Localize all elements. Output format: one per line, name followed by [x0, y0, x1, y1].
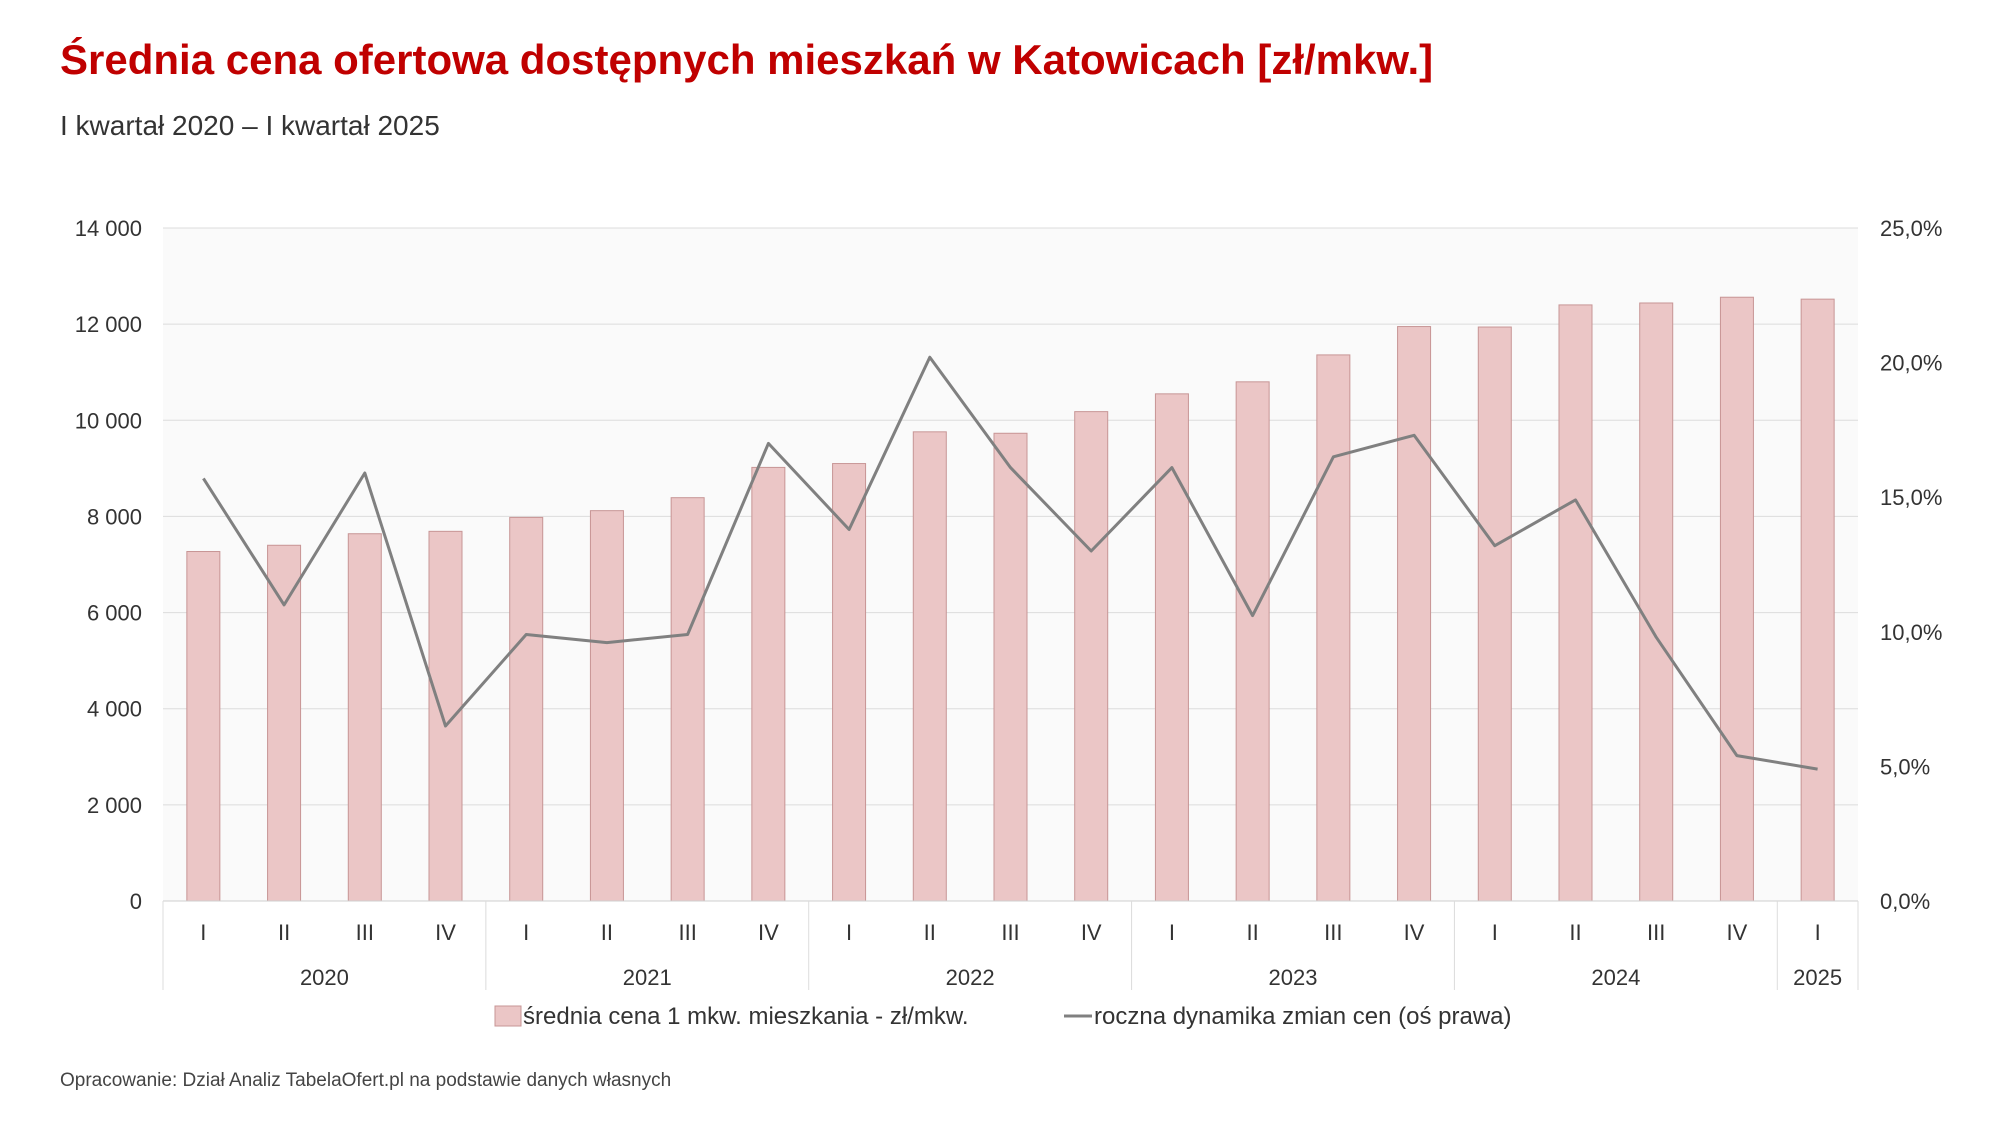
left-axis: 0 2 000 4 000 6 000 8 000 10 000 12 000 14 000	[75, 216, 142, 914]
quarter-label: IV	[1727, 920, 1748, 945]
bar	[1558, 304, 1593, 902]
bar	[347, 533, 382, 902]
bar	[1235, 381, 1270, 902]
quarter-label: II	[601, 920, 613, 945]
left-tick-label: 6 000	[87, 601, 142, 626]
left-tick-label: 2 000	[87, 793, 142, 818]
left-tick-label: 4 000	[87, 697, 142, 722]
left-tick-label: 0	[130, 889, 142, 914]
chart-title: Średnia cena ofertowa dostępnych mieszka…	[60, 36, 1434, 83]
left-tick-label: 12 000	[75, 312, 142, 337]
quarter-label: II	[924, 920, 936, 945]
bar	[832, 463, 867, 902]
year-label: 2025	[1793, 965, 1842, 990]
year-label: 2023	[1269, 965, 1318, 990]
quarter-label: IV	[1404, 920, 1425, 945]
year-label: 2024	[1591, 965, 1640, 990]
bar	[186, 551, 221, 902]
bar	[1316, 354, 1351, 902]
right-tick-label: 15,0%	[1880, 485, 1942, 510]
quarter-label: IV	[758, 920, 779, 945]
right-axis: 0,0% 5,0% 10,0% 15,0% 20,0% 25,0%	[1880, 216, 1942, 914]
bar	[509, 516, 544, 902]
bar	[428, 530, 463, 902]
quarter-label: III	[1324, 920, 1342, 945]
bar	[670, 497, 705, 902]
growth-line	[202, 355, 1818, 771]
x-axis: I II III IV I II III IV I II III IV I II III IV I II III IV…	[162, 900, 1859, 990]
year-label: 2020	[300, 965, 349, 990]
bar-series	[186, 296, 1835, 902]
bar	[993, 432, 1028, 902]
quarter-label: IV	[435, 920, 456, 945]
right-tick-label: 20,0%	[1880, 351, 1942, 376]
bar	[1397, 326, 1432, 902]
bar	[1800, 298, 1835, 902]
bar	[267, 544, 302, 902]
legend-line-label: roczna dynamika zmian cen (oś prawa)	[1094, 1003, 1512, 1030]
bar	[1719, 296, 1754, 902]
quarter-label: I	[846, 920, 852, 945]
bar	[1477, 326, 1512, 902]
legend-bar-swatch	[494, 1005, 522, 1027]
quarter-label: I	[523, 920, 529, 945]
year-label: 2021	[623, 965, 672, 990]
quarter-label: III	[356, 920, 374, 945]
quarter-label: II	[1569, 920, 1581, 945]
quarter-label: I	[200, 920, 206, 945]
quarter-label: I	[1169, 920, 1175, 945]
right-tick-label: 0,0%	[1880, 889, 1930, 914]
chart-subtitle: I kwartał 2020 – I kwartał 2025	[60, 110, 440, 141]
bar	[912, 431, 947, 902]
right-tick-label: 10,0%	[1880, 620, 1942, 645]
year-label: 2022	[946, 965, 995, 990]
left-tick-label: 14 000	[75, 216, 142, 241]
quarter-label: II	[1247, 920, 1259, 945]
left-tick-label: 10 000	[75, 408, 142, 433]
bar	[589, 510, 624, 902]
bar	[751, 466, 786, 902]
quarter-label: III	[1647, 920, 1665, 945]
quarter-label: I	[1492, 920, 1498, 945]
quarter-label: II	[278, 920, 290, 945]
bar	[1074, 411, 1109, 902]
source-note: Opracowanie: Dział Analiz TabelaOfert.pl…	[60, 1070, 672, 1091]
quarter-label: III	[1001, 920, 1019, 945]
quarter-label: IV	[1081, 920, 1102, 945]
legend: średnia cena 1 mkw. mieszkania - zł/mkw.…	[494, 1003, 1512, 1030]
legend-bar-label: średnia cena 1 mkw. mieszkania - zł/mkw.	[523, 1003, 969, 1030]
left-tick-label: 8 000	[87, 504, 142, 529]
quarter-label: I	[1815, 920, 1821, 945]
quarter-label: III	[678, 920, 696, 945]
right-tick-label: 25,0%	[1880, 216, 1942, 241]
right-tick-label: 5,0%	[1880, 754, 1930, 779]
bar	[1639, 302, 1674, 902]
